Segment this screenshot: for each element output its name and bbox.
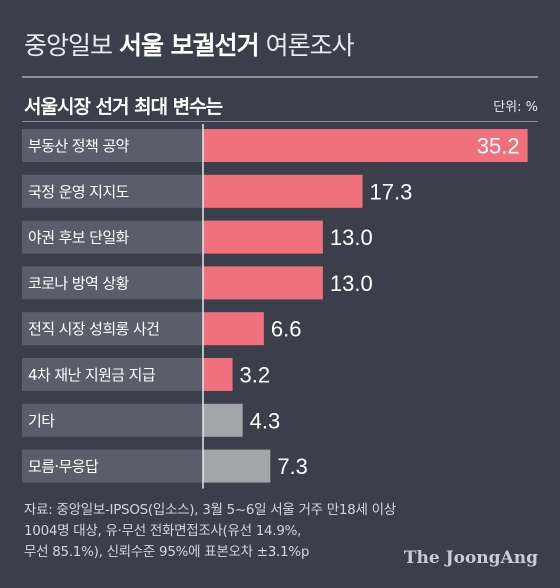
value-label: 13.0 <box>330 225 373 250</box>
category-label: 4차 재난 지원금 지급 <box>28 366 156 384</box>
source-line: 무선 85.1%), 신뢰수준 95%에 표본오차 ±3.1%p <box>24 544 310 560</box>
category-band <box>22 220 203 254</box>
title-prefix: 중앙일보 <box>24 31 113 60</box>
joongang-logo: The JoongAng <box>403 548 538 568</box>
value-label: 3.2 <box>240 363 271 388</box>
source-line: 1004명 대상, 유·무선 전화면접조사(유선 14.9%, <box>24 523 302 539</box>
unit-label: 단위: % <box>493 100 538 115</box>
value-label: 7.3 <box>277 454 308 479</box>
category-label: 전직 시장 성희롱 사건 <box>28 320 159 338</box>
bar <box>203 266 323 300</box>
category-label: 국정 운영 지지도 <box>28 183 130 201</box>
value-label: 17.3 <box>370 179 413 204</box>
category-band <box>22 449 203 483</box>
subtitle-divider <box>22 121 538 122</box>
chart-subtitle: 서울시장 선거 최대 변수는 <box>24 96 223 118</box>
value-label: 4.3 <box>250 408 281 433</box>
category-band <box>22 312 203 346</box>
category-band <box>22 174 203 208</box>
category-label: 야권 후보 단일화 <box>28 229 130 247</box>
bar <box>203 403 243 437</box>
category-band <box>22 266 203 300</box>
category-label: 기타 <box>28 412 55 430</box>
bar <box>203 220 323 254</box>
category-label: 부동산 정책 공약 <box>28 137 130 155</box>
category-band <box>22 358 203 391</box>
source-note: 자료: 중앙일보-IPSOS(입소스), 3월 5~6일 서울 거주 만18세 … <box>24 500 544 563</box>
category-label: 코로나 방역 상황 <box>28 274 130 292</box>
value-label: 13.0 <box>330 271 373 296</box>
bar <box>203 312 264 346</box>
bar <box>203 174 363 208</box>
category-band <box>22 403 203 437</box>
title-divider <box>22 76 538 78</box>
bar <box>203 358 233 391</box>
source-line: 자료: 중앙일보-IPSOS(입소스), 3월 5~6일 서울 거주 만18세 … <box>24 502 396 518</box>
bar <box>203 449 271 483</box>
bar <box>203 129 528 162</box>
category-label: 모름·무응답 <box>28 458 99 476</box>
title-suffix: 여론조사 <box>265 31 355 60</box>
page-title: 중앙일보 서울 보궐선거 여론조사 <box>24 26 355 62</box>
value-label: 6.6 <box>271 317 302 342</box>
value-label: 35.2 <box>477 134 520 159</box>
title-highlight: 서울 보궐선거 <box>118 31 260 60</box>
bar-chart: 부동산 정책 공약 35.2 국정 운영 지지도 17.3 야권 후보 단일화 13.0 코… <box>22 124 528 489</box>
category-band <box>22 129 203 162</box>
